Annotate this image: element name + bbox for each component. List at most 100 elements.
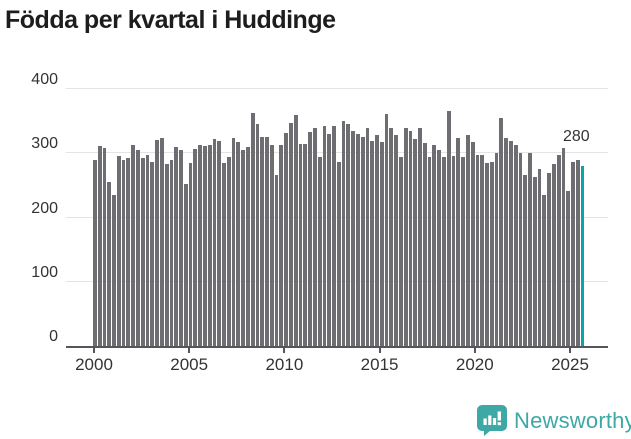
- bar: [475, 154, 480, 346]
- value-annotation: 280: [563, 128, 590, 145]
- x-axis-tick: [283, 346, 286, 353]
- bar: [116, 155, 121, 346]
- bar: [552, 163, 556, 346]
- bar: [193, 148, 198, 346]
- bar: [489, 162, 494, 346]
- bar: [542, 195, 547, 346]
- plot-area: 0 100 200 300 400 2000 2005 2010 2015 2020 2025: [31, 71, 608, 374]
- bar: [480, 155, 485, 346]
- x-axis-tick-label: 2015: [360, 355, 399, 374]
- bar: [131, 145, 136, 346]
- bar: [384, 114, 389, 346]
- bar: [322, 126, 327, 346]
- bar: [265, 137, 269, 346]
- bar: [207, 145, 212, 346]
- bar: [289, 123, 293, 346]
- bar: [293, 115, 298, 346]
- x-axis-tick-label: 2010: [265, 355, 304, 374]
- bar: [413, 138, 418, 346]
- bar: [547, 173, 551, 346]
- bar: [561, 148, 566, 346]
- bar: [528, 153, 532, 346]
- gridline: [66, 152, 608, 154]
- bar: [107, 182, 112, 346]
- x-axis-tick-label: 2025: [551, 355, 589, 374]
- bar: [485, 162, 489, 346]
- bar: [179, 150, 183, 346]
- bar: [332, 126, 336, 346]
- x-axis-tick-label: 2005: [170, 355, 209, 374]
- bar: [389, 127, 394, 346]
- bar: [341, 120, 346, 346]
- bar: [236, 141, 241, 346]
- y-axis-tick-label: 0: [49, 328, 58, 345]
- bar: [499, 118, 504, 346]
- bar: [494, 153, 499, 346]
- y-axis-tick-label: 100: [31, 263, 58, 281]
- y-axis-tick-label: 200: [31, 199, 58, 217]
- bar: [246, 146, 250, 346]
- bar: [217, 140, 222, 346]
- bar: [222, 162, 226, 346]
- bar: [164, 164, 169, 346]
- bar: [336, 162, 341, 346]
- bar: [241, 150, 245, 346]
- bar: [375, 135, 379, 346]
- gridline: [66, 88, 608, 90]
- bar: [437, 150, 442, 346]
- bar: [379, 142, 384, 346]
- bar: [360, 136, 365, 346]
- bar: [399, 156, 403, 346]
- bar: [537, 169, 542, 346]
- bar: [97, 145, 102, 346]
- bar: [394, 134, 398, 346]
- bar: [403, 127, 408, 346]
- x-axis-tick-label: 2020: [455, 355, 494, 374]
- bar: [513, 145, 518, 346]
- bar: [355, 134, 360, 346]
- bar: [174, 146, 179, 346]
- bar: [427, 156, 432, 346]
- bar: [284, 133, 289, 346]
- bar: [269, 145, 274, 346]
- bar: [202, 145, 207, 346]
- bar: [508, 140, 513, 346]
- bar: [140, 158, 145, 346]
- bar: [255, 124, 260, 346]
- x-axis-tick: [378, 346, 381, 353]
- bar: [451, 155, 456, 346]
- bar: [188, 162, 193, 346]
- bar: [102, 148, 107, 346]
- bar: [303, 144, 308, 346]
- bar: [126, 158, 131, 346]
- x-axis-tick: [188, 346, 191, 353]
- bar: [169, 160, 174, 346]
- x-axis-tick: [569, 346, 571, 353]
- bar: [317, 156, 322, 346]
- bar: [571, 162, 575, 346]
- bars-group: [93, 82, 585, 346]
- newsworthy-bars-icon: [477, 405, 507, 436]
- x-axis-tick: [473, 346, 476, 353]
- bar: [461, 156, 465, 346]
- bar: [418, 128, 422, 346]
- bar: [198, 145, 202, 346]
- x-axis-tick-label: 2000: [75, 355, 113, 374]
- bar: [518, 153, 523, 346]
- bar: [532, 177, 537, 346]
- bar: [456, 137, 461, 346]
- bar: [150, 161, 155, 346]
- bar: [112, 195, 116, 346]
- bar: [226, 156, 231, 346]
- bar: [408, 130, 413, 346]
- bar: [159, 137, 164, 346]
- y-axis-tick-label: 400: [31, 71, 58, 89]
- bar: [446, 110, 451, 346]
- bar: [231, 137, 236, 346]
- bar: [183, 183, 188, 346]
- bar: [312, 128, 317, 346]
- bar: [504, 137, 508, 346]
- bar: [93, 159, 97, 346]
- newsworthy-logo: Newsworthy: [477, 405, 631, 436]
